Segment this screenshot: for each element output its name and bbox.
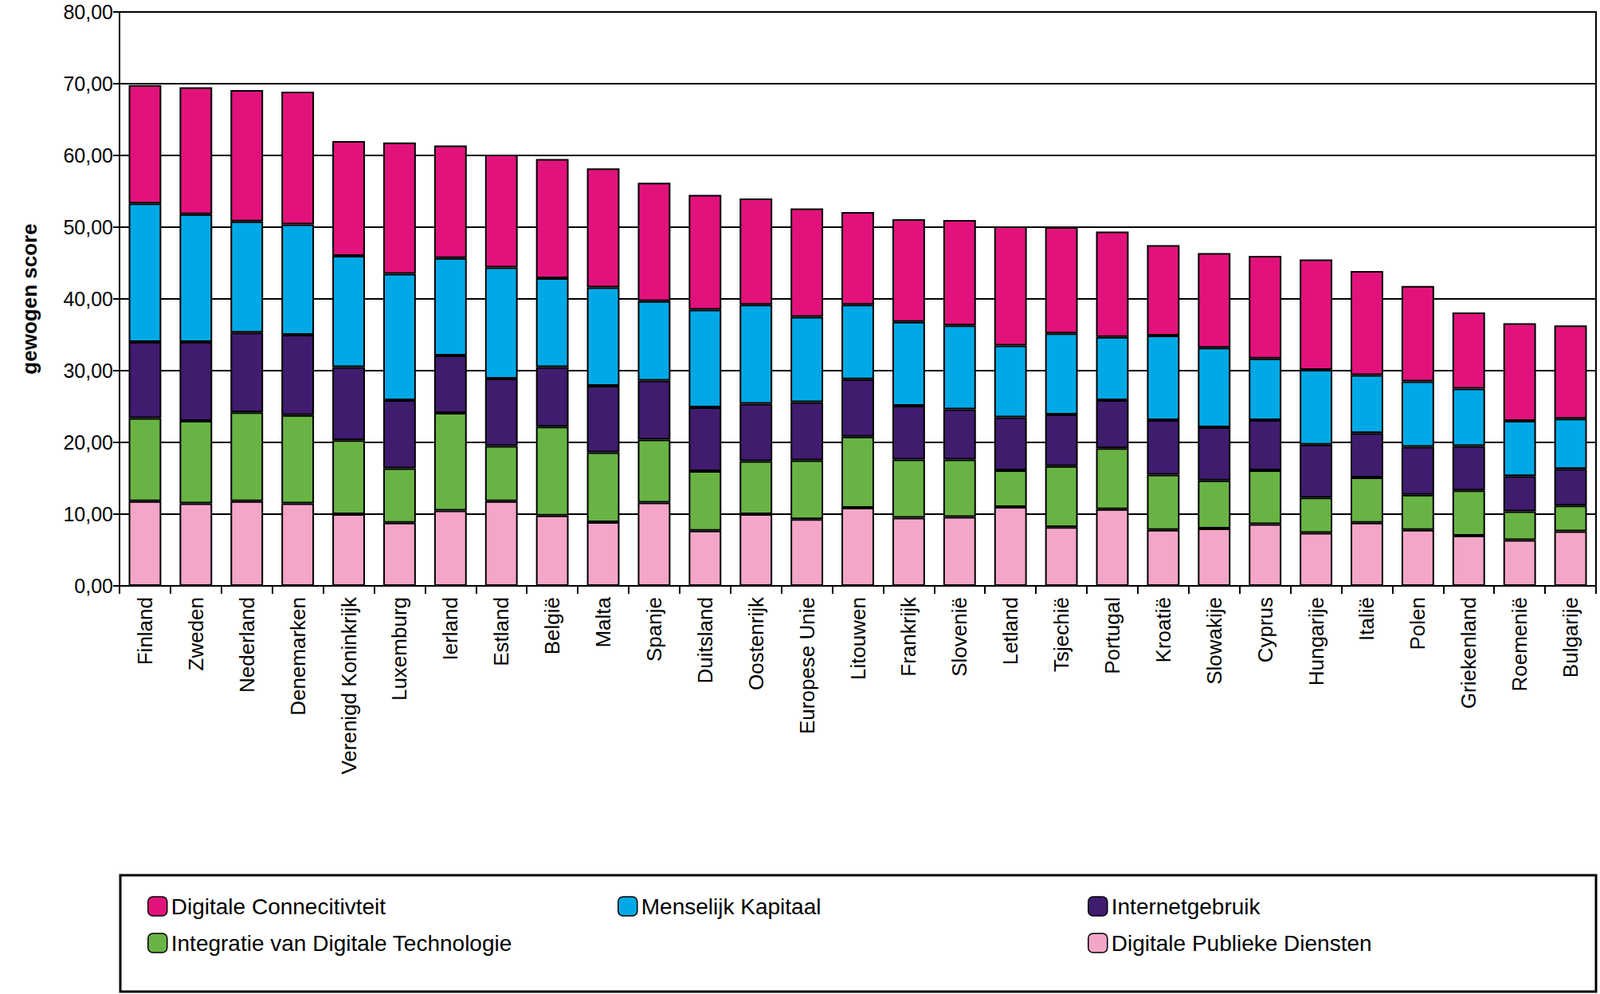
svg-text:30,00: 30,00 (62, 359, 114, 382)
svg-text:Finland: Finland (133, 596, 157, 665)
svg-text:20,00: 20,00 (62, 431, 114, 454)
svg-text:Integratie van Digitale Techno: Integratie van Digitale Technologie (171, 930, 513, 956)
svg-text:Slovenië: Slovenië (947, 596, 972, 677)
svg-text:Internetgebruik: Internetgebruik (1111, 894, 1262, 919)
svg-text:Menselijk Kapitaal: Menselijk Kapitaal (641, 894, 822, 919)
svg-text:Litouwen: Litouwen (846, 596, 871, 680)
svg-text:Zweden: Zweden (184, 596, 208, 671)
svg-text:Luxemburg: Luxemburg (387, 596, 412, 701)
svg-text:Griekenland: Griekenland (1456, 596, 1481, 709)
svg-text:70,00: 70,00 (62, 72, 114, 95)
svg-text:60,00: 60,00 (62, 144, 114, 167)
svg-text:Roemenië: Roemenië (1507, 596, 1532, 692)
svg-text:Bulgarije: Bulgarije (1558, 596, 1583, 678)
svg-text:Letland: Letland (998, 596, 1023, 665)
svg-text:Nederland: Nederland (235, 596, 259, 693)
svg-text:Duitsland: Duitsland (693, 596, 718, 683)
svg-text:Frankrijk: Frankrijk (896, 596, 921, 677)
svg-text:Malta: Malta (591, 596, 616, 648)
svg-text:Portugal: Portugal (1100, 596, 1125, 675)
svg-text:Europese Unie: Europese Unie (795, 596, 820, 734)
svg-text:0,00: 0,00 (74, 574, 114, 597)
svg-text:10,00: 10,00 (62, 502, 114, 526)
svg-text:Kroatië: Kroatië (1151, 596, 1176, 663)
svg-text:gewogen score: gewogen score (17, 223, 42, 374)
svg-text:Italië: Italië (1354, 596, 1379, 641)
svg-text:Digitale Connecitivteit: Digitale Connecitivteit (171, 894, 386, 919)
svg-text:Polen: Polen (1405, 596, 1430, 651)
svg-text:Spanje: Spanje (642, 596, 667, 662)
svg-text:Estland: Estland (489, 596, 514, 667)
svg-text:Ierland: Ierland (438, 596, 463, 661)
svg-text:Oostenrijk: Oostenrijk (744, 596, 769, 691)
svg-text:België: België (540, 596, 565, 655)
svg-text:Hungarije: Hungarije (1304, 596, 1329, 686)
svg-text:Digitale Publieke Diensten: Digitale Publieke Diensten (1111, 930, 1373, 956)
svg-text:80,00: 80,00 (62, 0, 114, 24)
svg-text:Slowakije: Slowakije (1202, 596, 1227, 685)
svg-text:50,00: 50,00 (62, 215, 114, 239)
svg-text:Cyprus: Cyprus (1253, 596, 1278, 663)
svg-text:Tsjechië: Tsjechië (1049, 596, 1074, 672)
svg-text:40,00: 40,00 (62, 287, 114, 310)
svg-text:Verenigd Koninkrijk: Verenigd Koninkrijk (337, 596, 361, 775)
svg-text:Denemarken: Denemarken (286, 596, 310, 716)
